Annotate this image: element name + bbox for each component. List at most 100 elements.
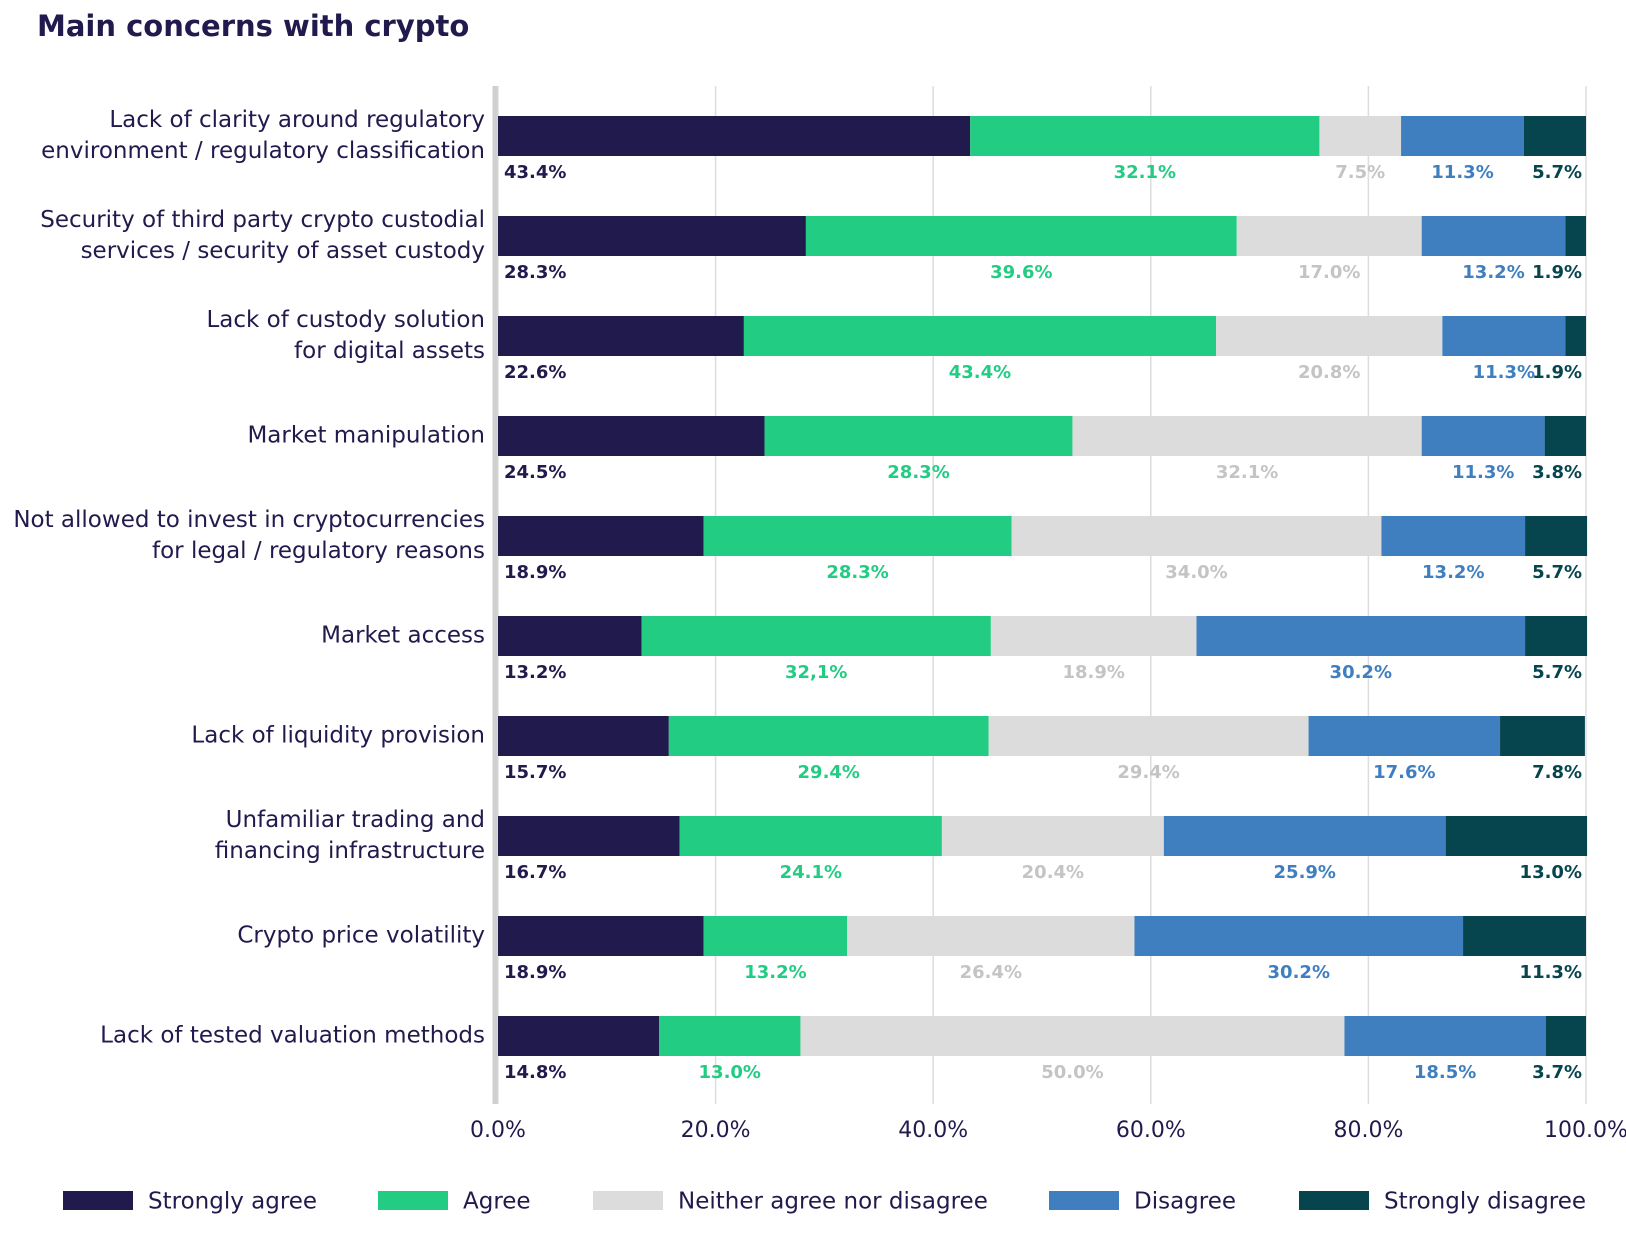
bar-segment bbox=[1500, 716, 1585, 756]
data-label: 14.8% bbox=[504, 1062, 566, 1083]
data-label: 28.3% bbox=[504, 262, 566, 283]
data-label: 28.3% bbox=[887, 462, 949, 483]
bar-segment bbox=[659, 1016, 801, 1056]
data-label: 25.9% bbox=[1274, 862, 1336, 883]
data-label: 30.2% bbox=[1330, 662, 1392, 683]
data-label: 17.6% bbox=[1373, 762, 1435, 783]
data-label: 11.3% bbox=[1520, 962, 1582, 983]
y-tick-label: Market access bbox=[321, 622, 485, 649]
bar-segment bbox=[498, 916, 704, 956]
data-label: 1.9% bbox=[1532, 262, 1582, 283]
legend-swatch bbox=[1299, 1191, 1369, 1210]
data-label: 5.7% bbox=[1532, 162, 1582, 183]
y-tick-label: Lack of custody solution for digital ass… bbox=[206, 307, 485, 364]
bar-segment bbox=[1421, 216, 1566, 256]
data-label: 13.2% bbox=[1462, 262, 1524, 283]
bar-segment bbox=[1463, 916, 1586, 956]
bar-segment bbox=[1196, 616, 1526, 656]
data-label: 3.8% bbox=[1532, 462, 1582, 483]
y-tick-label: Crypto price volatility bbox=[237, 922, 485, 949]
bar-segment bbox=[679, 816, 942, 856]
bar-segment bbox=[498, 1016, 660, 1056]
bar-segment bbox=[1216, 316, 1443, 356]
bar-segment bbox=[1523, 116, 1586, 156]
data-label: 34.0% bbox=[1165, 562, 1227, 583]
data-label: 20.4% bbox=[1022, 862, 1084, 883]
data-label: 16.7% bbox=[504, 862, 566, 883]
bar-segment bbox=[668, 716, 989, 756]
bar-segment bbox=[990, 616, 1197, 656]
x-tick-label: 80.0% bbox=[1333, 1118, 1403, 1143]
y-tick-label: Security of third party crypto custodial… bbox=[40, 207, 485, 264]
bar-segment bbox=[1236, 216, 1422, 256]
bar-segment bbox=[1445, 816, 1588, 856]
bar-segment bbox=[498, 716, 669, 756]
bar-segment bbox=[498, 516, 704, 556]
bar-segment bbox=[498, 816, 680, 856]
x-tick-label: 40.0% bbox=[898, 1118, 968, 1143]
legend-swatch bbox=[1049, 1191, 1119, 1210]
bar-segment bbox=[1072, 416, 1422, 456]
bar-segment bbox=[970, 116, 1320, 156]
data-label: 29.4% bbox=[798, 762, 860, 783]
data-label: 17.0% bbox=[1298, 262, 1360, 283]
data-label: 11.3% bbox=[1473, 362, 1535, 383]
data-label: 13.0% bbox=[1520, 862, 1582, 883]
legend-label: Agree bbox=[463, 1189, 531, 1215]
data-label: 15.7% bbox=[504, 762, 566, 783]
bar-segment bbox=[641, 616, 991, 656]
data-label: 1.9% bbox=[1532, 362, 1582, 383]
bar-segment bbox=[1525, 616, 1588, 656]
bar-segment bbox=[1163, 816, 1446, 856]
data-label: 18.5% bbox=[1414, 1062, 1476, 1083]
x-tick-label: 100.0% bbox=[1544, 1118, 1626, 1143]
data-label: 5.7% bbox=[1532, 662, 1582, 683]
data-label: 28.3% bbox=[826, 562, 888, 583]
bar-segment bbox=[743, 316, 1217, 356]
data-label: 7.8% bbox=[1532, 762, 1582, 783]
bar-segment bbox=[1421, 416, 1545, 456]
data-label: 32.1% bbox=[1216, 462, 1278, 483]
bar-segment bbox=[498, 216, 806, 256]
bar-segment bbox=[498, 316, 744, 356]
data-label: 43.4% bbox=[504, 162, 566, 183]
bar-segment bbox=[764, 416, 1073, 456]
data-label: 32.1% bbox=[1114, 162, 1176, 183]
y-tick-label: Lack of liquidity provision bbox=[191, 722, 485, 749]
y-tick-label: Not allowed to invest in cryptocurrencie… bbox=[13, 507, 485, 564]
bar-segment bbox=[1544, 416, 1586, 456]
bar-segment bbox=[800, 1016, 1345, 1056]
y-tick-label: Lack of tested valuation methods bbox=[100, 1022, 485, 1049]
data-label: 22.6% bbox=[504, 362, 566, 383]
y-tick-label: Market manipulation bbox=[247, 422, 485, 449]
bar-segment bbox=[1319, 116, 1402, 156]
bar-segment bbox=[498, 416, 765, 456]
data-label: 26.4% bbox=[960, 962, 1022, 983]
bar-segment bbox=[1565, 316, 1586, 356]
data-label: 39.6% bbox=[990, 262, 1052, 283]
x-tick-label: 0.0% bbox=[470, 1118, 526, 1143]
legend-swatch bbox=[378, 1191, 448, 1210]
data-label: 32,1% bbox=[785, 662, 847, 683]
data-label: 20.8% bbox=[1298, 362, 1360, 383]
data-label: 13.0% bbox=[699, 1062, 761, 1083]
bar-segment bbox=[1011, 516, 1382, 556]
bar-segment bbox=[498, 116, 971, 156]
legend-label: Disagree bbox=[1134, 1189, 1236, 1215]
bar-segment bbox=[498, 616, 642, 656]
legend-swatch bbox=[593, 1191, 663, 1210]
bar-segment bbox=[941, 816, 1164, 856]
data-label: 24.1% bbox=[780, 862, 842, 883]
y-tick-label: Lack of clarity around regulatory enviro… bbox=[41, 107, 485, 164]
data-label: 18.9% bbox=[504, 962, 566, 983]
bar-segment bbox=[1525, 516, 1588, 556]
bar-segment bbox=[1565, 216, 1586, 256]
bar-segment bbox=[1344, 1016, 1546, 1056]
bar-segment bbox=[703, 916, 848, 956]
bar-segment bbox=[988, 716, 1309, 756]
bar-segment bbox=[703, 516, 1012, 556]
bar-segment bbox=[805, 216, 1237, 256]
legend-label: Strongly agree bbox=[148, 1189, 317, 1215]
